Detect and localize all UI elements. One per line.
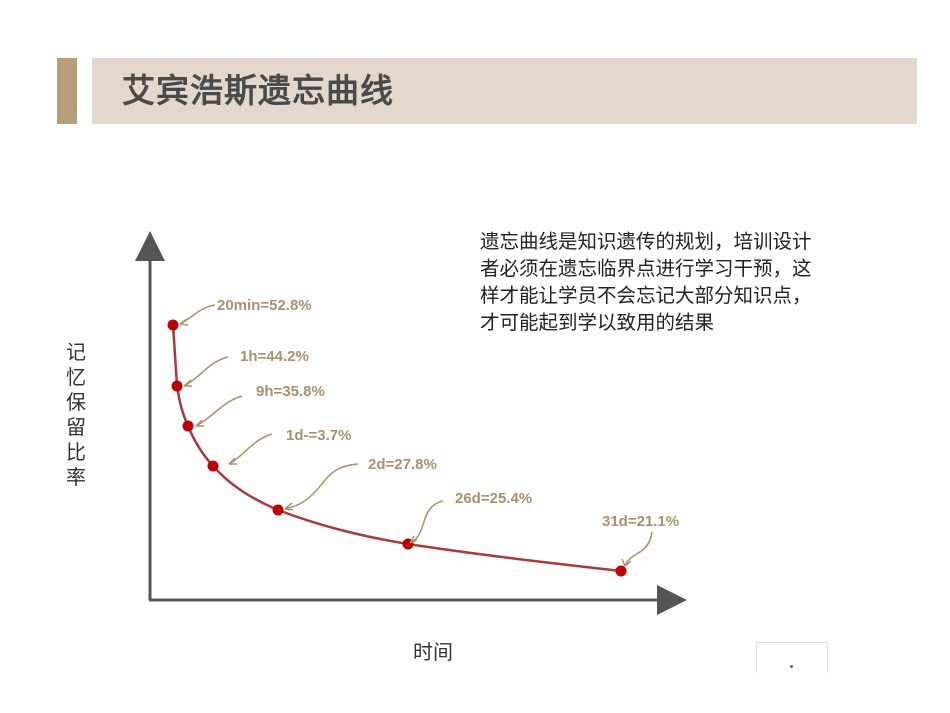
corner-box xyxy=(756,642,828,673)
annotation-label: 2d=27.8% xyxy=(368,456,437,473)
data-points xyxy=(167,319,627,577)
x-axis-label: 时间 xyxy=(413,640,453,664)
point-1d xyxy=(207,460,219,472)
annotation-arrows xyxy=(179,304,653,567)
point-20min xyxy=(167,319,179,331)
description-text: 遗忘曲线是知识遗传的规划，培训设计者必须在遗忘临界点进行学习干预，这样才能让学员… xyxy=(480,230,812,334)
point-1h xyxy=(171,380,183,392)
y-axis-label: 记忆保留比率 xyxy=(66,340,86,489)
annotation-label: 1h=44.2% xyxy=(240,348,309,365)
dot-icon xyxy=(790,665,793,668)
title-accent-bar xyxy=(57,58,77,124)
point-9h xyxy=(182,420,194,432)
annotation-label: 26d=25.4% xyxy=(455,490,532,507)
annotation-label: 1d-=3.7% xyxy=(286,427,351,444)
point-2d xyxy=(272,504,284,516)
page-title: 艾宾浩斯遗忘曲线 xyxy=(122,71,394,110)
annotation-label: 9h=35.8% xyxy=(256,383,325,400)
annotation-label: 31d=21.1% xyxy=(602,513,679,530)
point-31d xyxy=(615,565,627,577)
title-bar: 艾宾浩斯遗忘曲线 xyxy=(92,58,917,124)
annotation-label: 20min=52.8% xyxy=(217,297,312,314)
